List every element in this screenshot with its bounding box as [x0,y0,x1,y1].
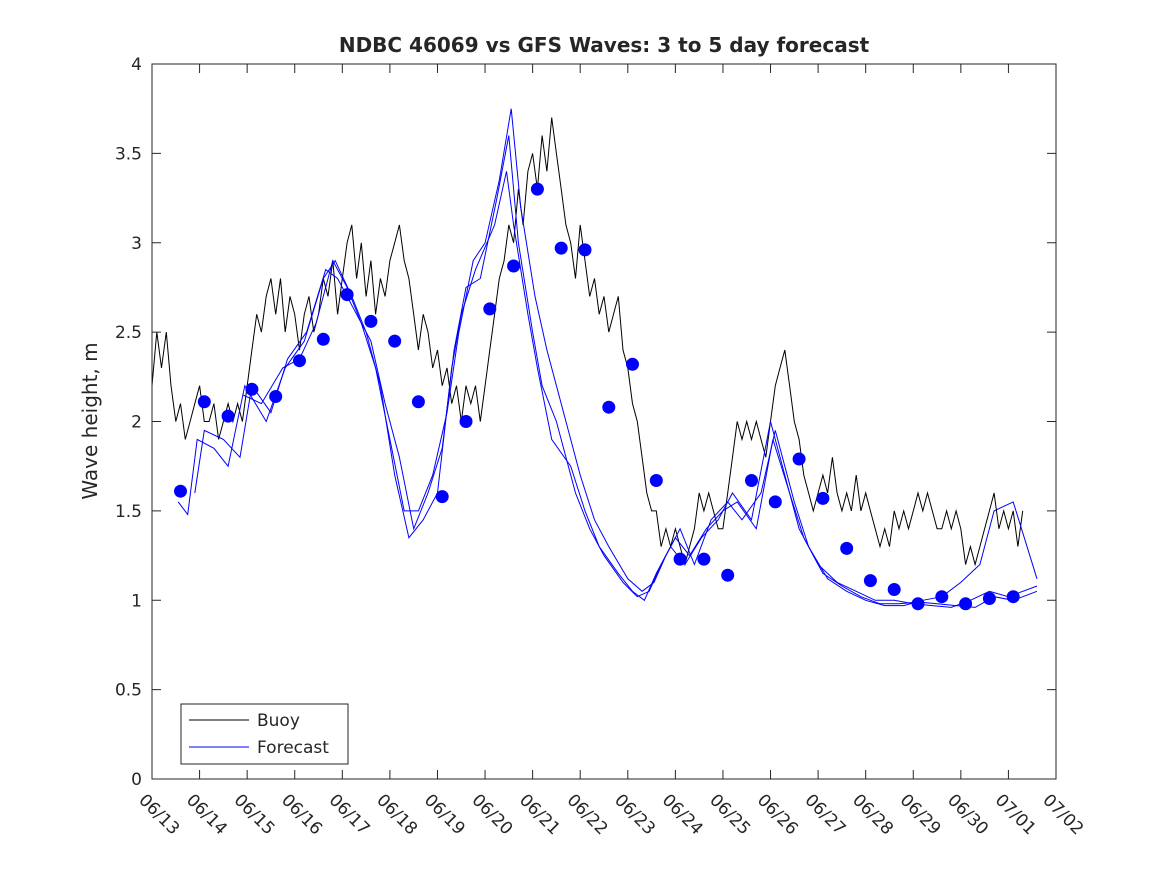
forecast-marker [602,400,616,414]
forecast-marker [792,452,806,466]
forecast-marker [649,474,663,487]
y-tick-label: 2.5 [115,323,142,343]
forecast-marker [578,243,592,257]
legend-box [180,703,349,765]
x-tick-label: 06/28 [848,790,897,839]
forecast-marker [982,592,996,605]
x-tick-label: 06/15 [230,790,279,839]
x-tick-label: 07/02 [1038,790,1087,839]
x-tick-label: 06/16 [277,790,326,839]
y-tick-label: 0.5 [115,681,142,701]
forecast-marker [197,395,211,409]
chart-title: NDBC 46069 vs GFS Waves: 3 to 5 day fore… [339,33,870,57]
forecast-marker [887,583,901,596]
forecast-marker [1006,590,1020,604]
y-tick-label: 3 [131,234,142,254]
legend: Buoy Forecast [180,703,349,765]
forecast-marker [911,597,925,611]
forecast-marker [364,314,378,328]
x-tick-label: 06/19 [420,790,469,839]
buoy-series-line [151,117,1024,567]
y-tick-label: 1 [131,591,142,611]
forecast-marker [316,332,330,346]
legend-buoy-label: Buoy [257,711,300,731]
forecast-marker [673,552,687,566]
forecast-series-line-1 [177,171,1038,608]
forecast-marker [269,390,283,403]
x-tick-label: 06/20 [468,790,517,839]
forecast-marker [340,288,354,302]
forecast-marker [388,334,402,348]
y-axis-label: Wave height, m [78,342,102,499]
x-tick-label: 06/21 [515,790,564,839]
forecast-marker [554,241,568,255]
x-tick-label: 07/01 [991,790,1040,839]
x-tick-label: 06/26 [753,790,802,839]
forecast-series-line-3 [242,108,1038,607]
forecast-marker [245,382,259,396]
forecast-marker [768,495,782,509]
x-tick-label: 06/24 [658,790,707,839]
forecast-marker [935,590,949,604]
x-tick-label: 06/22 [563,790,612,839]
forecast-marker [459,415,473,428]
forecast-marker [293,354,306,368]
legend-forecast-label: Forecast [257,738,329,758]
x-tick-label: 06/30 [943,790,992,839]
forecast-marker [530,182,544,196]
forecast-marker [697,552,711,566]
forecast-marker [721,568,735,582]
forecast-marker [840,541,854,555]
forecast-marker [626,357,639,371]
forecast-marker [863,574,877,588]
forecast-marker [411,395,425,409]
y-tick-label: 4 [131,55,142,75]
x-tick-label: 06/23 [610,790,659,839]
forecast-marker [174,484,187,498]
forecast-marker [435,490,449,504]
x-tick-label: 06/14 [182,790,231,839]
forecast-marker [221,409,235,423]
x-tick-label: 06/29 [896,790,945,839]
forecast-marker [816,491,830,505]
x-tick-label: 06/13 [134,790,183,839]
y-tick-label: 2 [131,413,142,433]
y-tick-label: 0 [131,770,142,790]
plot-area [151,108,1038,611]
forecast-marker [745,474,758,487]
y-tick-label: 1.5 [115,502,142,522]
forecast-marker [483,302,497,316]
x-tick-label: 06/27 [801,790,850,839]
forecast-marker [959,597,973,611]
axes-frame [151,63,1057,780]
x-tick-label: 06/17 [325,790,374,839]
y-tick-label: 3.5 [115,144,142,164]
x-tick-label: 06/18 [372,790,421,839]
forecast-markers [174,182,1020,611]
forecast-marker [507,259,521,273]
x-tick-label: 06/25 [705,790,754,839]
forecast-series-line-2 [194,135,1038,608]
